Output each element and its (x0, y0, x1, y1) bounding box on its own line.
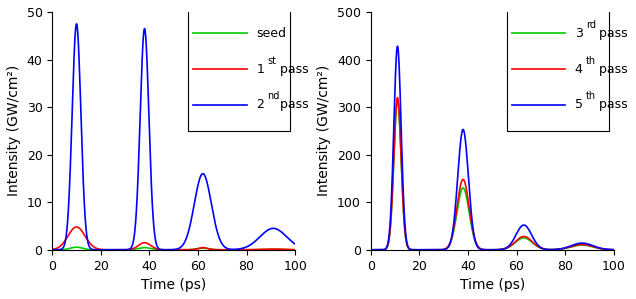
Text: pass: pass (595, 98, 628, 111)
Text: th: th (586, 56, 596, 66)
X-axis label: Time (ps): Time (ps) (460, 278, 525, 292)
Y-axis label: Intensity (GW/cm²): Intensity (GW/cm²) (317, 65, 331, 196)
Text: 5: 5 (575, 98, 583, 111)
X-axis label: Time (ps): Time (ps) (141, 278, 206, 292)
FancyBboxPatch shape (507, 10, 609, 131)
Y-axis label: Intensity (GW/cm²): Intensity (GW/cm²) (7, 65, 21, 196)
Text: pass: pass (277, 98, 309, 111)
Text: th: th (586, 91, 596, 101)
Text: 1: 1 (256, 62, 264, 76)
Text: 4: 4 (575, 62, 583, 76)
Text: pass: pass (595, 27, 628, 40)
Text: st: st (267, 56, 276, 66)
Text: pass: pass (595, 62, 628, 76)
Text: rd: rd (586, 20, 596, 30)
Text: 2: 2 (256, 98, 264, 111)
Text: nd: nd (267, 91, 280, 101)
Text: pass: pass (277, 62, 309, 76)
Text: seed: seed (256, 27, 286, 40)
Text: 3: 3 (575, 27, 583, 40)
FancyBboxPatch shape (188, 10, 290, 131)
